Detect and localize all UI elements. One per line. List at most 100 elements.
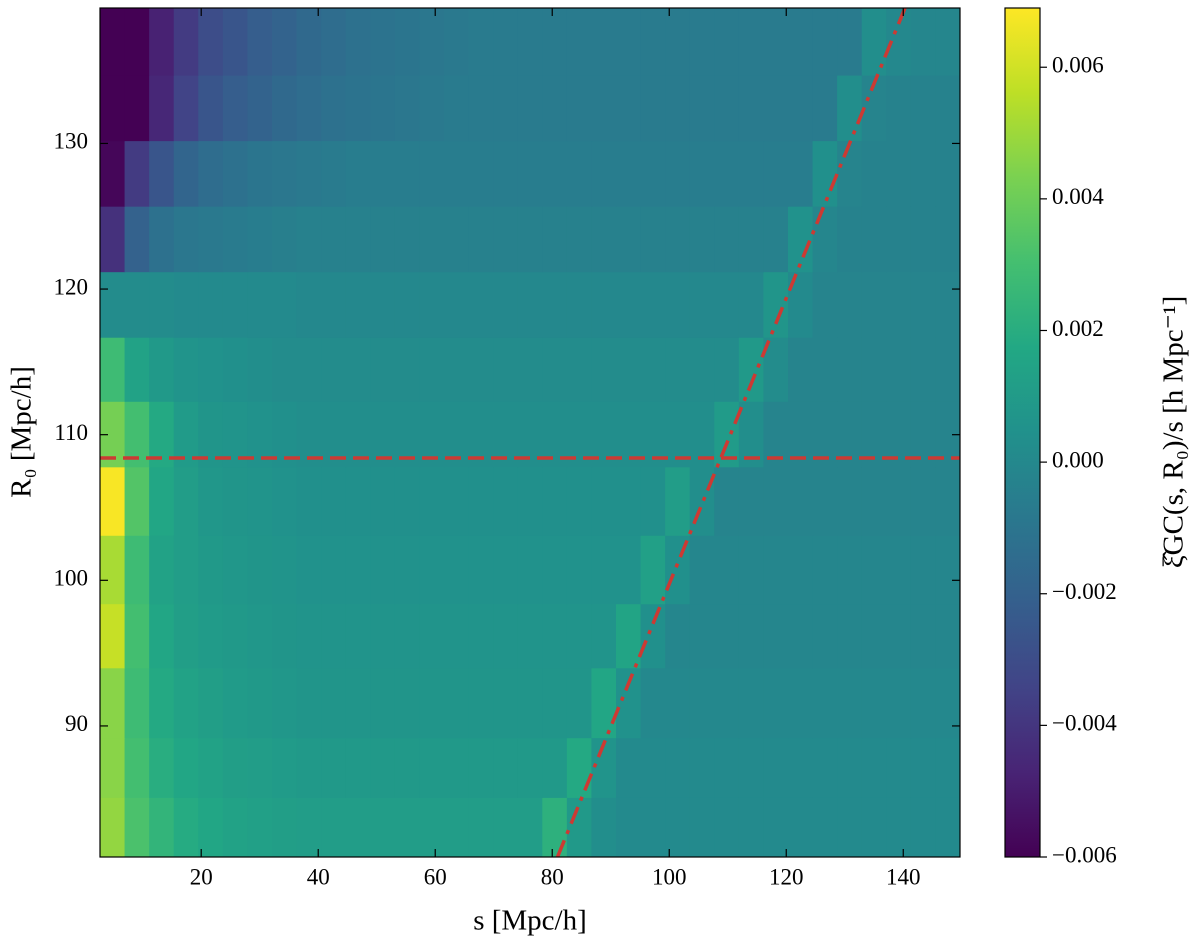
heatmap-cell bbox=[345, 140, 371, 207]
heatmap-cell bbox=[738, 140, 765, 207]
heatmap-cell bbox=[247, 603, 273, 669]
heatmap-cell bbox=[198, 337, 224, 402]
heatmap-cell bbox=[886, 140, 912, 207]
heatmap-cell bbox=[837, 535, 863, 605]
heatmap-cell bbox=[812, 603, 838, 669]
heatmap-cell bbox=[468, 603, 494, 669]
heatmap-cell bbox=[100, 667, 126, 739]
heatmap-cell bbox=[689, 535, 715, 605]
heatmap-cell bbox=[665, 667, 691, 739]
heatmap-cell bbox=[296, 667, 322, 739]
heatmap-cell bbox=[370, 140, 396, 207]
heatmap-cell bbox=[272, 797, 298, 857]
heatmap-cell bbox=[517, 466, 543, 536]
heatmap-cell bbox=[493, 337, 519, 402]
heatmap-cell bbox=[910, 535, 937, 605]
x-tick-label: 40 bbox=[307, 864, 330, 889]
heatmap-cell bbox=[493, 271, 519, 338]
heatmap-cell bbox=[100, 603, 126, 669]
heatmap-cell bbox=[837, 603, 863, 669]
heatmap-cell bbox=[788, 74, 814, 142]
heatmap-cell bbox=[173, 466, 199, 536]
heatmap-cell bbox=[370, 535, 396, 605]
heatmap-cell bbox=[493, 797, 519, 857]
heatmap-cell bbox=[763, 466, 789, 536]
heatmap-cell bbox=[222, 140, 249, 207]
heatmap-cell bbox=[198, 206, 224, 273]
heatmap-cell bbox=[370, 206, 396, 273]
heatmap-cell bbox=[247, 535, 273, 605]
heatmap-cell bbox=[714, 737, 740, 798]
heatmap-cell bbox=[468, 8, 494, 76]
heatmap-cell bbox=[566, 667, 593, 739]
heatmap-cell bbox=[149, 140, 175, 207]
heatmap-cell bbox=[861, 206, 887, 273]
heatmap-cell bbox=[100, 206, 126, 273]
heatmap-cell bbox=[910, 74, 937, 142]
heatmap-cell bbox=[689, 337, 715, 402]
heatmap-cell bbox=[247, 271, 273, 338]
heatmap-cell bbox=[444, 8, 470, 76]
heatmap-cell bbox=[763, 535, 789, 605]
heatmap-cell bbox=[616, 8, 642, 76]
heatmap-cell bbox=[763, 140, 789, 207]
heatmap-cell bbox=[198, 271, 224, 338]
heatmap-cell bbox=[247, 206, 273, 273]
overlay-lines bbox=[100, 8, 960, 857]
heatmap-cell bbox=[124, 271, 150, 338]
heatmap-cell bbox=[640, 466, 666, 536]
heatmap-cell bbox=[812, 74, 838, 142]
heatmap-cell bbox=[837, 797, 863, 857]
heatmap-cell bbox=[124, 74, 150, 142]
heatmap-cell bbox=[272, 206, 298, 273]
heatmap-cell bbox=[296, 535, 322, 605]
heatmap-cell bbox=[689, 206, 715, 273]
heatmap-cell bbox=[296, 206, 322, 273]
heatmap-cell bbox=[689, 140, 715, 207]
heatmap-cell bbox=[149, 8, 175, 76]
heatmap-cell bbox=[222, 206, 249, 273]
heatmap-cell bbox=[714, 8, 740, 76]
heatmap-cell bbox=[124, 8, 150, 76]
heatmap-cell bbox=[910, 797, 937, 857]
heatmap-cell bbox=[100, 140, 126, 207]
heatmap-cell bbox=[616, 466, 642, 536]
heatmap-cell bbox=[100, 737, 126, 798]
heatmap-cell bbox=[222, 797, 249, 857]
heatmap-cell bbox=[493, 140, 519, 207]
heatmap-cell bbox=[394, 535, 421, 605]
heatmap-cell bbox=[566, 140, 593, 207]
heatmap-cell bbox=[394, 271, 421, 338]
heatmap-cell bbox=[542, 535, 568, 605]
heatmap-cell bbox=[640, 737, 666, 798]
heatmap-cell bbox=[124, 140, 150, 207]
heatmap-cell bbox=[419, 535, 445, 605]
heatmap-cell bbox=[517, 535, 543, 605]
heatmap-cell bbox=[861, 271, 887, 338]
heatmap-cell bbox=[321, 140, 347, 207]
heatmap-cell bbox=[886, 74, 912, 142]
heatmap-cell bbox=[272, 8, 298, 76]
heatmap-cell bbox=[198, 535, 224, 605]
heatmap-cell bbox=[100, 8, 126, 76]
y-tick-label: 110 bbox=[54, 420, 88, 445]
heatmap-cell bbox=[100, 535, 126, 605]
heatmap-cell bbox=[763, 8, 789, 76]
heatmap-cell bbox=[665, 337, 691, 402]
heatmap-cell bbox=[812, 271, 838, 338]
heatmap-cell bbox=[886, 737, 912, 798]
heatmap-cell bbox=[935, 206, 960, 273]
heatmap-cell bbox=[886, 206, 912, 273]
heatmap-cell bbox=[247, 797, 273, 857]
x-tick-label: 80 bbox=[541, 864, 564, 889]
heatmap-cell bbox=[566, 74, 593, 142]
heatmap-cell bbox=[738, 337, 765, 402]
heatmap-cell bbox=[665, 737, 691, 798]
heatmap-cell bbox=[910, 271, 937, 338]
heatmap-cell bbox=[640, 8, 666, 76]
heatmap-cell bbox=[419, 74, 445, 142]
heatmap-cell bbox=[566, 535, 593, 605]
heatmap-cell bbox=[910, 337, 937, 402]
heatmap-cell bbox=[861, 535, 887, 605]
heatmap-cell bbox=[444, 337, 470, 402]
